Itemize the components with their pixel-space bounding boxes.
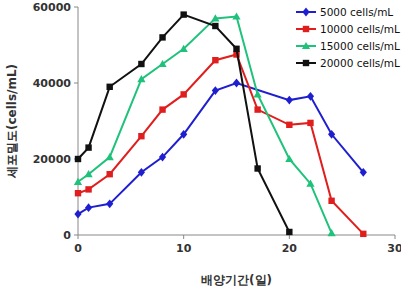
y-tick-label: 40000 xyxy=(33,77,72,90)
x-tick xyxy=(395,235,396,239)
x-tick-label: 10 xyxy=(176,242,192,255)
data-point xyxy=(159,34,165,40)
data-point xyxy=(180,91,186,97)
legend-marker xyxy=(303,26,309,32)
data-point xyxy=(75,156,81,162)
x-tick xyxy=(289,235,290,239)
data-point xyxy=(307,92,314,101)
y-tick xyxy=(74,235,78,236)
data-point xyxy=(233,79,240,88)
data-point xyxy=(285,155,293,162)
legend-marker xyxy=(302,8,309,17)
series-line xyxy=(78,17,332,234)
data-point xyxy=(85,203,92,212)
data-point xyxy=(306,180,314,187)
data-point xyxy=(328,198,334,204)
legend-marker xyxy=(303,60,309,66)
data-point xyxy=(254,165,260,171)
data-point xyxy=(85,186,91,192)
data-point xyxy=(307,120,313,126)
data-point xyxy=(286,96,293,105)
y-tick xyxy=(74,7,78,8)
data-point xyxy=(159,106,165,112)
data-point xyxy=(286,122,292,128)
data-point xyxy=(360,231,366,237)
x-tick xyxy=(78,235,79,239)
x-axis xyxy=(78,235,395,236)
data-point xyxy=(180,130,187,139)
data-point xyxy=(211,14,219,21)
data-point xyxy=(85,144,91,150)
legend-label: 15000 cells/mL xyxy=(320,40,400,52)
legend: 5000 cells/mL 10000 cells/mL 15000 cells/m… xyxy=(296,6,400,69)
x-tick-label: 20 xyxy=(282,242,298,255)
data-point xyxy=(212,86,219,95)
data-point xyxy=(84,170,92,177)
data-point xyxy=(286,229,292,235)
data-point xyxy=(107,171,113,177)
data-point xyxy=(232,12,240,19)
y-axis-title: 세포밀도(cells/mL) xyxy=(5,64,19,179)
data-point xyxy=(138,61,144,67)
legend-label: 20000 cells/mL xyxy=(320,57,400,69)
data-point xyxy=(107,84,113,90)
y-tick-label: 0 xyxy=(63,229,71,242)
data-point xyxy=(75,190,81,196)
data-point xyxy=(159,153,166,162)
y-tick xyxy=(74,83,78,84)
data-point xyxy=(212,23,218,29)
data-point xyxy=(137,75,145,82)
legend-label: 5000 cells/mL xyxy=(320,6,393,18)
y-tick-label: 60000 xyxy=(33,1,72,14)
y-tick-label: 20000 xyxy=(33,153,72,166)
x-tick-label: 30 xyxy=(387,242,401,255)
data-point xyxy=(254,106,260,112)
data-point xyxy=(328,229,336,236)
data-point xyxy=(360,168,367,177)
data-point xyxy=(138,168,145,177)
series-line xyxy=(78,83,363,214)
series-line xyxy=(78,15,289,232)
data-point xyxy=(106,153,114,160)
data-point xyxy=(233,46,239,52)
x-tick xyxy=(183,235,184,239)
legend-label: 10000 cells/mL xyxy=(320,23,400,35)
data-point xyxy=(254,90,262,97)
data-point xyxy=(180,45,188,52)
data-point xyxy=(106,199,113,208)
data-point xyxy=(180,11,186,17)
legend-marker xyxy=(302,42,310,49)
data-point xyxy=(158,60,166,67)
data-point xyxy=(74,178,82,185)
y-axis xyxy=(78,7,79,235)
x-tick-label: 0 xyxy=(74,242,82,255)
data-point xyxy=(328,130,335,139)
x-axis-title: 배양기간(일) xyxy=(201,273,272,287)
data-point xyxy=(212,57,218,63)
data-point xyxy=(138,133,144,139)
chart: 0 20000 40000 60000 0 10 20 30 배양기간(일) 세포밀도(cells… xyxy=(0,0,401,295)
data-point xyxy=(74,210,81,219)
